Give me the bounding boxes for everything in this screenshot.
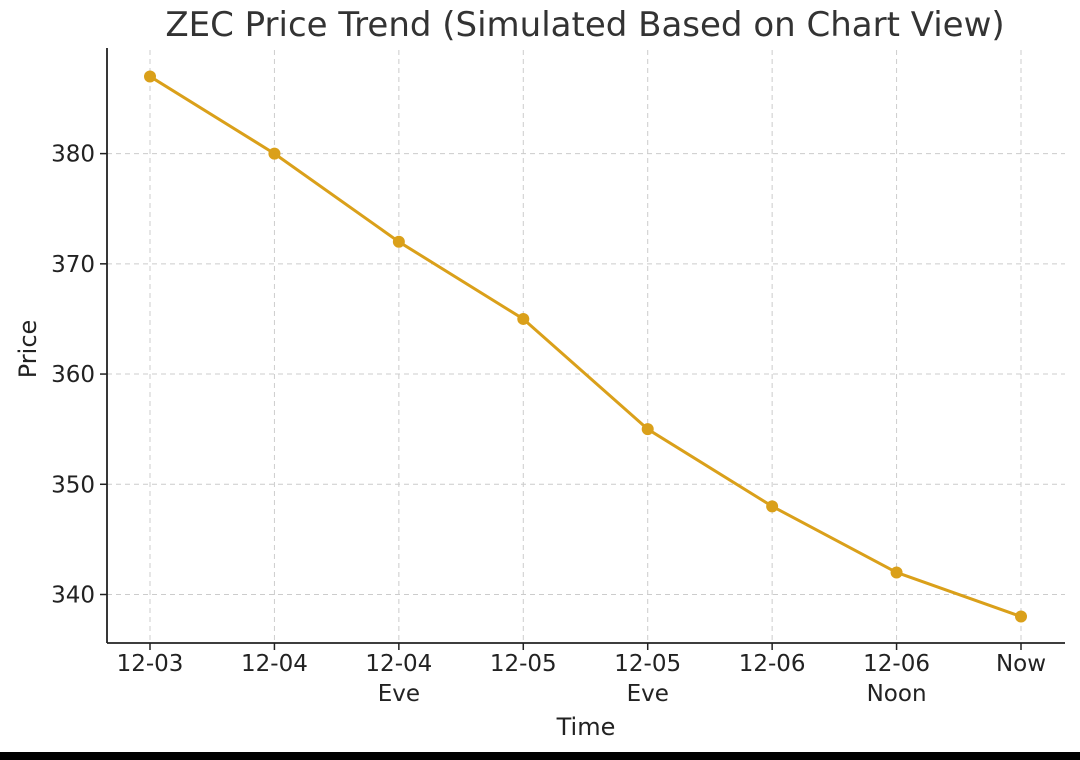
x-tick-label: 12-03 bbox=[117, 651, 184, 677]
x-tick-label: 12-06 Noon bbox=[863, 651, 930, 707]
data-point bbox=[392, 235, 405, 248]
price-line bbox=[149, 75, 1022, 618]
x-tick-label: 12-05 Eve bbox=[614, 651, 681, 707]
y-tick-label: 340 bbox=[51, 583, 95, 609]
bottom-border bbox=[0, 752, 1080, 760]
x-axis-label: Time bbox=[556, 713, 616, 741]
x-tick-label: 12-06 bbox=[739, 651, 806, 677]
data-point bbox=[766, 500, 779, 513]
data-point bbox=[890, 566, 903, 579]
x-tick-label: Now bbox=[996, 651, 1046, 677]
price-series bbox=[144, 70, 1027, 623]
y-tick-label: 370 bbox=[51, 252, 95, 278]
chart-title: ZEC Price Trend (Simulated Based on Char… bbox=[165, 5, 1004, 45]
y-tick-label: 380 bbox=[51, 142, 95, 168]
x-tick-label: 12-05 bbox=[490, 651, 557, 677]
y-axis-tick-labels: 340 350 360 370 380 bbox=[51, 142, 95, 609]
x-tick-label: 12-04 bbox=[241, 651, 308, 677]
data-point bbox=[1015, 610, 1027, 623]
data-point bbox=[641, 423, 654, 436]
y-axis-label: Price bbox=[14, 320, 42, 379]
data-point bbox=[268, 147, 281, 160]
x-tick-label: 12-04 Eve bbox=[365, 651, 432, 707]
x-axis-tick-labels: 12-03 12-04 12-04 Eve 12-05 12-05 Eve 12-06 12-0… bbox=[117, 651, 1046, 707]
data-point bbox=[144, 70, 156, 83]
axes bbox=[100, 48, 1065, 650]
y-tick-label: 360 bbox=[51, 362, 95, 388]
data-point bbox=[517, 312, 530, 325]
y-tick-label: 350 bbox=[51, 472, 95, 498]
